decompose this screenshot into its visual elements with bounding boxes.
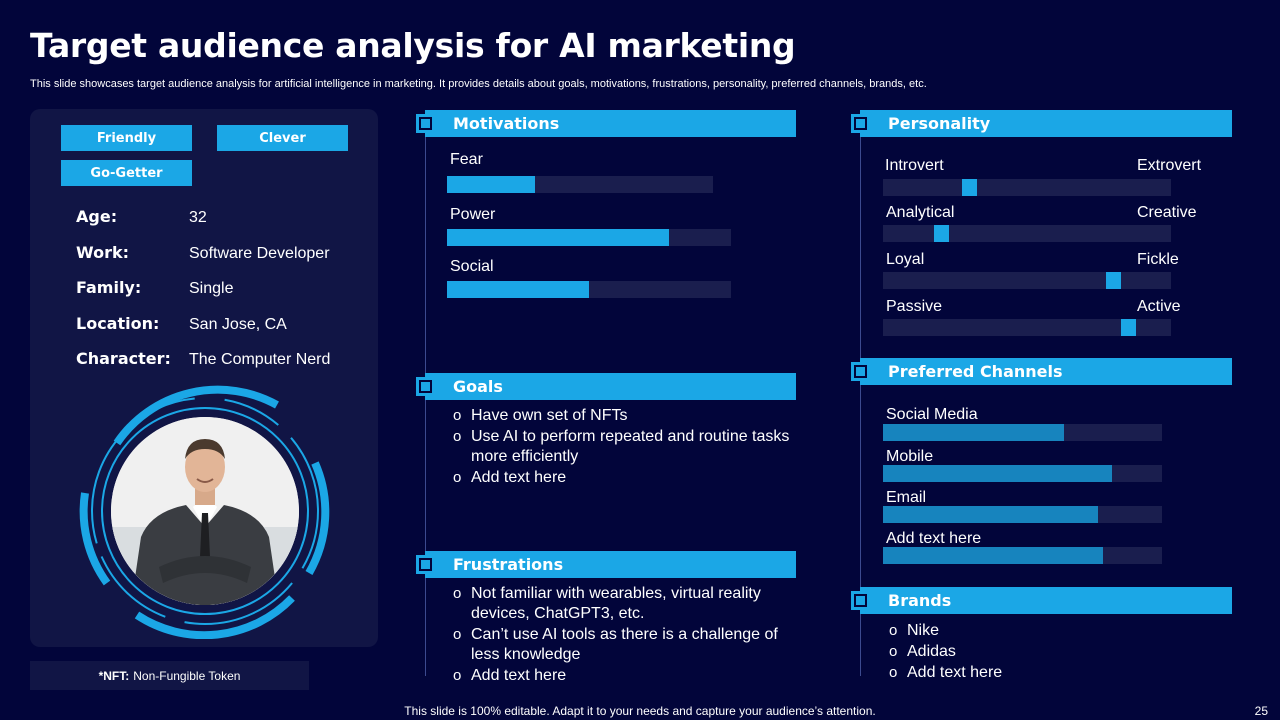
motivation-bar-fill bbox=[447, 176, 535, 193]
info-row-family: Family: Single bbox=[76, 278, 233, 298]
trait-left-label: Introvert bbox=[885, 157, 944, 174]
avatar bbox=[77, 383, 333, 639]
info-value: 32 bbox=[189, 209, 207, 226]
motivation-label: Power bbox=[450, 206, 496, 223]
page-number: 25 bbox=[1254, 704, 1268, 718]
list-item: Add text here bbox=[887, 663, 1227, 683]
section-title: Goals bbox=[453, 377, 503, 396]
trait-right-label: Fickle bbox=[1137, 251, 1179, 268]
info-value: Software Developer bbox=[189, 245, 330, 262]
trait-marker bbox=[933, 225, 949, 242]
motivation-label: Fear bbox=[450, 151, 483, 168]
motivation-bar bbox=[447, 176, 713, 193]
channel-bar-fill bbox=[883, 424, 1065, 441]
brands-list: Nike Adidas Add text here bbox=[887, 621, 1227, 684]
square-bullet-icon bbox=[416, 114, 435, 133]
channel-label: Email bbox=[886, 489, 927, 506]
section-title: Personality bbox=[888, 114, 991, 133]
section-frustrations-header: Frustrations bbox=[416, 551, 796, 578]
footnote: *NFT: Non-Fungible Token bbox=[30, 661, 309, 690]
info-label: Age: bbox=[76, 207, 118, 226]
page-title: Target audience analysis for AI marketin… bbox=[30, 26, 796, 65]
list-item: Add text here bbox=[451, 468, 796, 488]
trait-marker bbox=[962, 179, 978, 196]
middle-divider bbox=[425, 136, 426, 676]
frustrations-list: Not familiar with wearables, virtual rea… bbox=[451, 584, 796, 687]
info-row-character: Character: The Computer Nerd bbox=[76, 349, 330, 369]
tag-friendly: Friendly bbox=[61, 125, 192, 151]
persona-photo bbox=[111, 417, 299, 605]
square-bullet-icon bbox=[851, 591, 870, 610]
channel-bar-fill bbox=[883, 547, 1104, 564]
info-value: Single bbox=[189, 280, 234, 297]
channel-label: Social Media bbox=[886, 406, 978, 423]
channel-label: Add text here bbox=[886, 530, 982, 547]
section-personality-header: Personality bbox=[851, 110, 1232, 137]
list-item: Adidas bbox=[887, 642, 1227, 662]
trait-right-label: Extrovert bbox=[1137, 157, 1202, 174]
info-label: Family: bbox=[76, 278, 142, 297]
list-item: Nike bbox=[887, 621, 1227, 641]
trait-left-label: Passive bbox=[886, 298, 943, 315]
motivation-label: Social bbox=[450, 258, 494, 275]
channel-bar bbox=[883, 506, 1162, 523]
info-label: Work: bbox=[76, 243, 130, 262]
square-bullet-icon bbox=[851, 114, 870, 133]
square-bullet-icon bbox=[416, 555, 435, 574]
section-brands-header: Brands bbox=[851, 587, 1232, 614]
channel-bar bbox=[883, 547, 1162, 564]
trait-right-label: Active bbox=[1137, 298, 1181, 315]
section-title: Preferred Channels bbox=[888, 362, 1063, 381]
right-divider bbox=[860, 136, 861, 676]
trait-marker bbox=[1120, 319, 1136, 336]
trait-scale bbox=[883, 179, 1171, 196]
square-bullet-icon bbox=[851, 362, 870, 381]
info-label: Location: bbox=[76, 314, 160, 333]
bottom-note: This slide is 100% editable. Adapt it to… bbox=[404, 704, 876, 718]
info-value: The Computer Nerd bbox=[189, 351, 331, 368]
footnote-term: *NFT: bbox=[98, 668, 130, 683]
channel-bar-fill bbox=[883, 465, 1112, 482]
trait-scale bbox=[883, 319, 1171, 336]
channel-bar bbox=[883, 465, 1162, 482]
square-bullet-icon bbox=[416, 377, 435, 396]
section-title: Frustrations bbox=[453, 555, 564, 574]
trait-scale bbox=[883, 225, 1171, 242]
channel-label: Mobile bbox=[886, 448, 934, 465]
section-motivations-header: Motivations bbox=[416, 110, 796, 137]
info-row-age: Age: 32 bbox=[76, 207, 207, 227]
info-row-work: Work: Software Developer bbox=[76, 243, 330, 263]
motivation-bar bbox=[447, 229, 731, 246]
list-item: Add text here bbox=[451, 666, 796, 686]
motivation-bar bbox=[447, 281, 731, 298]
list-item: Use AI to perform repeated and routine t… bbox=[451, 427, 796, 467]
tag-go-getter: Go-Getter bbox=[61, 160, 192, 186]
section-title: Motivations bbox=[453, 114, 560, 133]
info-value: San Jose, CA bbox=[189, 316, 287, 333]
goals-list: Have own set of NFTs Use AI to perform r… bbox=[451, 406, 796, 489]
trait-left-label: Analytical bbox=[886, 204, 955, 221]
list-item: Have own set of NFTs bbox=[451, 406, 796, 426]
section-goals-header: Goals bbox=[416, 373, 796, 400]
businessman-illustration bbox=[111, 417, 299, 605]
channel-bar bbox=[883, 424, 1162, 441]
tag-clever: Clever bbox=[217, 125, 348, 151]
list-item: Not familiar with wearables, virtual rea… bbox=[451, 584, 796, 624]
page-subtitle: This slide showcases target audience ana… bbox=[30, 78, 927, 90]
trait-left-label: Loyal bbox=[886, 251, 925, 268]
motivation-bar-fill bbox=[447, 281, 589, 298]
motivation-bar-fill bbox=[447, 229, 669, 246]
section-preferred-channels-header: Preferred Channels bbox=[851, 358, 1232, 385]
section-title: Brands bbox=[888, 591, 952, 610]
list-item: Can’t use AI tools as there is a challen… bbox=[451, 625, 796, 665]
persona-card: Friendly Clever Go-Getter Age: 32 Work: … bbox=[30, 109, 378, 647]
trait-right-label: Creative bbox=[1137, 204, 1197, 221]
channel-bar-fill bbox=[883, 506, 1098, 523]
trait-scale bbox=[883, 272, 1171, 289]
info-label: Character: bbox=[76, 349, 171, 368]
info-row-location: Location: San Jose, CA bbox=[76, 314, 287, 334]
footnote-definition: Non-Fungible Token bbox=[133, 668, 241, 683]
trait-marker bbox=[1106, 272, 1122, 289]
